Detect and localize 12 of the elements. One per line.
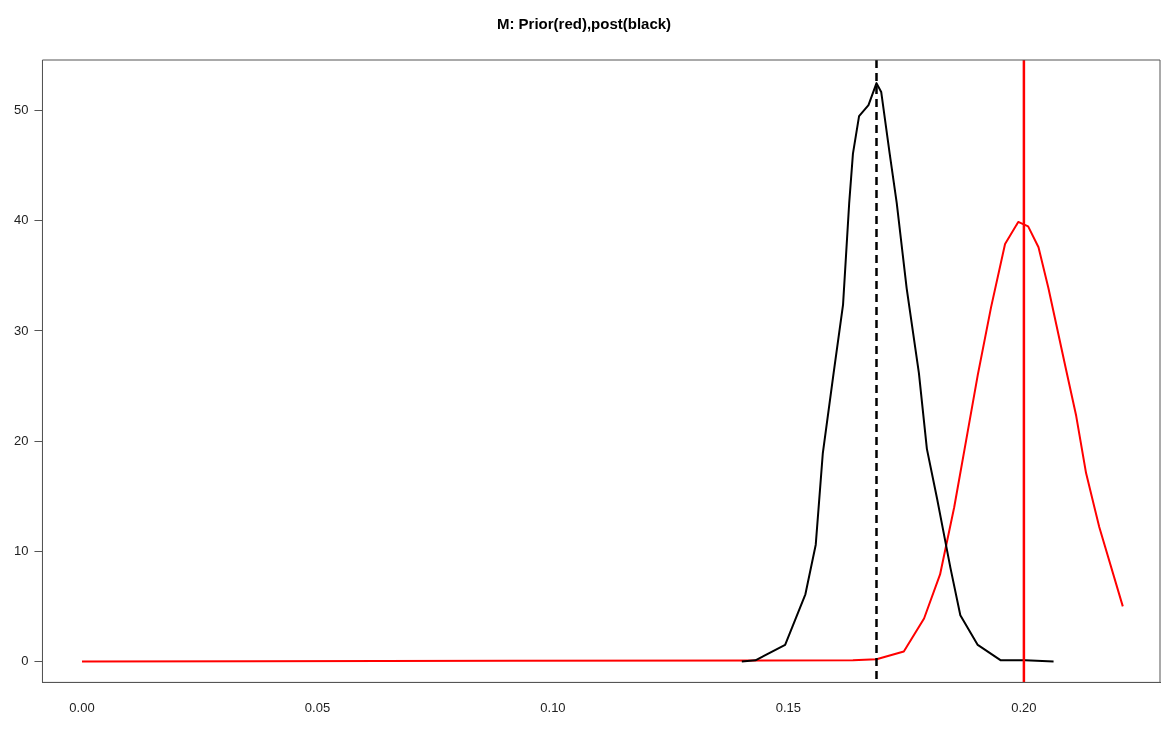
x-tick-label: 0.20: [1011, 699, 1037, 715]
x-tick-label: 0.00: [69, 699, 95, 715]
y-tick-label: 20: [13, 432, 29, 448]
x-tick-label: 0.10: [540, 699, 566, 715]
y-tick-label: 10: [13, 542, 29, 558]
x-tick-label: 0.05: [304, 699, 331, 715]
y-tick-label: 50: [13, 102, 29, 118]
chart-title: M: Prior(red),post(black): [496, 15, 672, 33]
y-tick-label: 0: [21, 653, 29, 669]
y-tick-label: 30: [13, 322, 29, 338]
y-tick-label: 40: [13, 212, 29, 228]
x-tick-label: 0.15: [775, 699, 802, 715]
